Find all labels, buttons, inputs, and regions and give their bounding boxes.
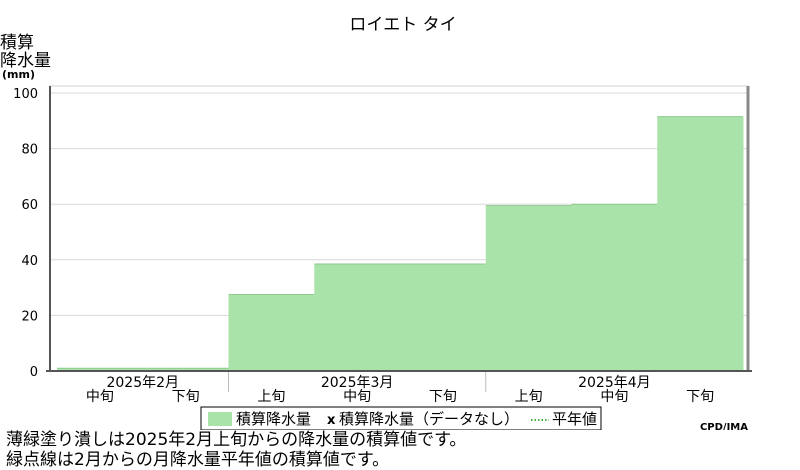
legend-label-accumulated: 積算降水量 [236,410,311,428]
y-axis-label-line-2: 降水量 [0,51,51,71]
y-tick-label: 80 [21,143,38,158]
bar [571,204,658,371]
x-dekad-label: 下旬 [172,389,200,405]
y-tick-label: 40 [21,254,38,269]
y-tick-label: 0 [30,365,38,380]
legend-marker-x: x [327,413,336,428]
x-month-label: 2025年4月 [578,375,651,391]
x-dekad-label: 中旬 [86,389,114,405]
bar [485,205,572,371]
legend-label-no-data: 積算降水量（データなし） [339,410,519,428]
y-tick-label: 20 [21,309,38,324]
bar [57,368,144,371]
y-axis-ticks: 0 20 40 60 80 100 [13,87,38,380]
y-axis-label-line-1: 積算 [0,33,34,53]
x-dekad-label: 下旬 [686,389,714,405]
bars-group [57,116,744,371]
y-axis-label-unit: (mm) [2,68,35,81]
chart-title: ロイエト タイ [349,15,456,35]
x-month-label: 2025年2月 [106,375,179,391]
x-dekad-label: 上旬 [257,389,285,405]
x-month-label: 2025年3月 [321,375,394,391]
note-line-2: 緑点線は2月からの月降水量平年値の積算値です。 [6,450,390,470]
legend-label-normal: 平年値 [552,410,597,428]
bar [657,116,744,371]
legend: 積算降水量 x 積算降水量（データなし） 平年値 [200,406,602,430]
x-dekad-label: 上旬 [515,389,543,405]
bar [314,263,401,371]
x-dekad-label: 中旬 [343,389,371,405]
legend-box [200,406,602,430]
x-dekad-label: 中旬 [600,389,628,405]
credit: CPD/JMA [700,422,748,430]
bar [400,263,487,371]
bar [142,368,229,371]
legend-swatch-fill [208,412,232,426]
x-dekad-label: 下旬 [429,389,457,405]
y-tick-label: 100 [13,87,38,102]
chart: ロイエト タイ 積算 降水量 (mm) 0 20 40 60 80 100 中旬 下旬 上旬 中… [0,15,752,430]
bar [228,294,315,371]
y-tick-label: 60 [21,198,38,213]
note-line-1: 薄緑塗り潰しは2025年2月上旬からの降水量の積算値です。 [6,430,467,450]
